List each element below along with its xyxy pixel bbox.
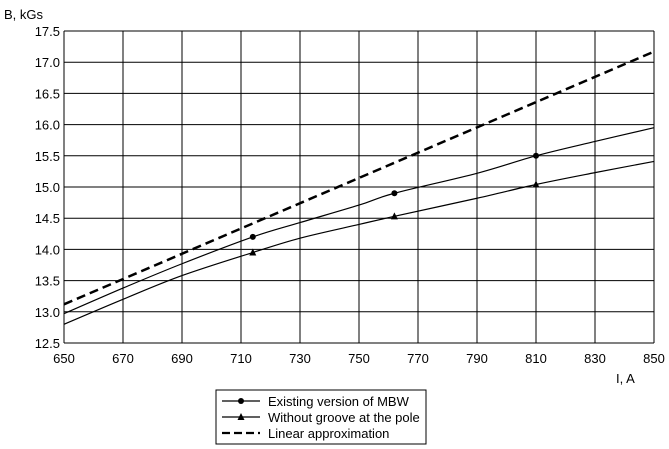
y-tick-label: 12.5: [35, 336, 60, 351]
legend-marker-0: [238, 398, 244, 404]
legend-label-0: Existing version of MBW: [268, 394, 410, 409]
tick-labels: 650 670 690 710 730 750 770 790 810 830 850 12.5 13.…: [35, 24, 665, 366]
y-tick-label: 17.0: [35, 55, 60, 70]
x-tick-label: 810: [525, 351, 547, 366]
y-tick-label: 14.0: [35, 242, 60, 257]
x-tick-label: 710: [230, 351, 252, 366]
legend-label-2: Linear approximation: [268, 426, 389, 441]
x-tick-label: 650: [53, 351, 75, 366]
x-tick-label: 690: [171, 351, 193, 366]
data-point-1: [249, 248, 257, 256]
y-tick-label: 16.5: [35, 86, 60, 101]
legend-label-1: Without groove at the pole: [268, 410, 420, 425]
data-point-1: [532, 180, 540, 188]
series-layer: [63, 50, 655, 325]
x-axis-label: I, A: [616, 371, 635, 386]
series-line-0: [63, 127, 655, 315]
x-tick-label: 790: [466, 351, 488, 366]
y-tick-label: 15.0: [35, 180, 60, 195]
data-point-0: [249, 233, 256, 240]
y-tick-label: 17.5: [35, 24, 60, 39]
x-tick-label: 850: [643, 351, 665, 366]
legend-marker-1: [237, 413, 245, 420]
x-tick-label: 830: [584, 351, 606, 366]
x-tick-label: 730: [289, 351, 311, 366]
x-tick-label: 750: [348, 351, 370, 366]
x-tick-label: 670: [112, 351, 134, 366]
data-point-0: [533, 152, 539, 159]
series-line-1: [63, 160, 655, 325]
y-tick-label: 14.5: [35, 211, 60, 226]
y-tick-label: 13.0: [35, 305, 60, 320]
y-tick-label: 16.0: [35, 118, 60, 133]
x-tick-label: 770: [407, 351, 429, 366]
series-line-2: [63, 50, 655, 306]
grid: [63, 30, 655, 344]
data-point-1: [390, 212, 398, 220]
y-tick-label: 13.5: [35, 274, 60, 289]
y-axis-label: B, kGs: [4, 7, 44, 22]
y-tick-label: 15.5: [35, 149, 60, 164]
data-point-0: [391, 190, 398, 197]
